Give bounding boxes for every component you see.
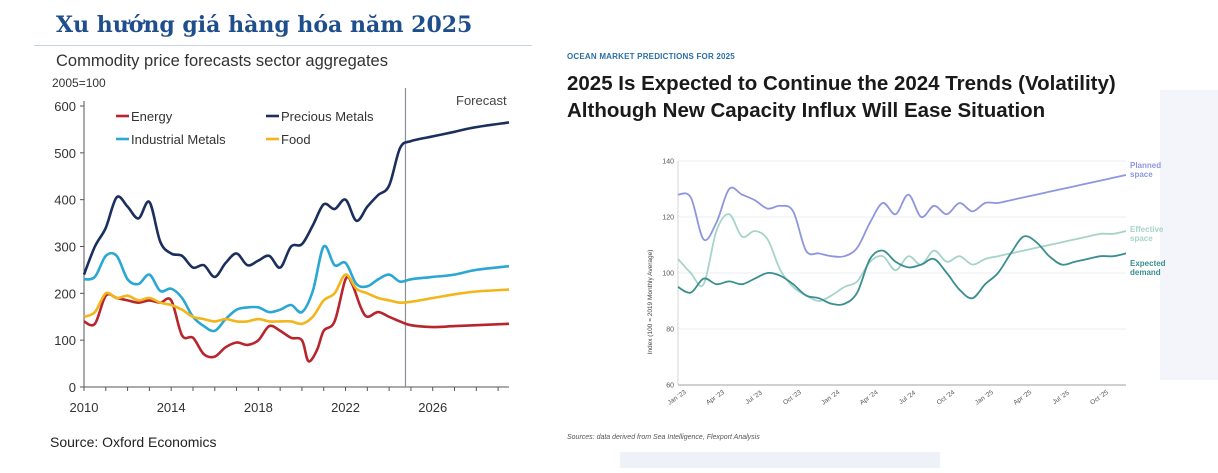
commodity-chart-panel: Commodity price forecasts sector aggrega…	[0, 46, 532, 468]
y-tick-label: 100	[54, 333, 76, 348]
legend-label-industrial-metals: Industrial Metals	[131, 132, 226, 147]
series-line-energy	[83, 275, 510, 363]
legend-label-precious-metals: Precious Metals	[281, 109, 374, 124]
y-tick-label: 140	[662, 159, 674, 166]
y-tick-label: 80	[666, 327, 674, 334]
left-source: Source: Oxford Economics	[50, 434, 217, 450]
x-tick-label: 2010	[70, 400, 99, 415]
right-y-axis-label: Index (100 = 2019 Monthly Average)	[647, 250, 654, 355]
y-tick-label: 300	[54, 240, 76, 255]
x-tick-label: Apr '25	[1012, 389, 1033, 407]
x-tick-label: 2022	[331, 400, 360, 415]
legend-label-line: space	[1130, 234, 1153, 243]
x-tick-label: Jul '25	[1052, 389, 1072, 406]
x-tick-label: Oct '23	[782, 389, 803, 407]
y-tick-label: 600	[54, 99, 76, 114]
x-tick-label: Jul '23	[744, 389, 764, 406]
page-title: Xu hướng giá hàng hóa năm 2025	[56, 12, 473, 38]
series-line-planned-space	[677, 174, 1127, 258]
background-stripe-bottom	[620, 452, 940, 468]
right-kicker: OCEAN MARKET PREDICTIONS FOR 2025	[567, 52, 735, 61]
series-line-effective-space	[677, 213, 1127, 302]
y-tick-label: 120	[662, 215, 674, 222]
legend-label-line: Effective	[1130, 225, 1164, 234]
chart-title: Commodity price forecasts sector aggrega…	[56, 52, 388, 70]
x-tick-label: Oct '25	[1089, 389, 1110, 407]
y-tick-label: 100	[662, 271, 674, 278]
y-tick-label: 200	[54, 286, 76, 301]
y-tick-label: 500	[54, 146, 76, 161]
x-tick-label: Apr '24	[859, 389, 880, 407]
y-tick-label: 400	[54, 193, 76, 208]
x-tick-label: Jan '24	[820, 389, 841, 407]
legend-label-line: demand	[1130, 268, 1161, 277]
y-tick-label: 60	[666, 383, 674, 390]
x-tick-label: Oct '24	[936, 389, 957, 407]
x-tick-label: 2014	[157, 400, 186, 415]
series-line-food	[83, 273, 510, 326]
legend-label-line: Planned	[1130, 161, 1161, 170]
x-tick-label: 2026	[418, 400, 447, 415]
commodity-chart: Commodity price forecasts sector aggrega…	[52, 52, 510, 415]
y-tick-label: 0	[69, 380, 76, 395]
title-divider	[34, 45, 532, 46]
series-line-expected-demand	[677, 235, 1127, 306]
legend-label-line: Expected	[1130, 259, 1166, 268]
x-tick-label: Apr '23	[705, 389, 726, 407]
ocean-chart-panel: Index (100 = 2019 Monthly Average) 60 80 1…	[548, 46, 1218, 468]
x-tick-label: Jan '25	[974, 389, 995, 407]
background-stripe-right	[1160, 90, 1218, 380]
legend-label-effective-space: Effective space	[1130, 225, 1164, 243]
series-line-industrial-metals	[83, 244, 510, 333]
x-tick-label: Jan '23	[667, 389, 688, 407]
legend-label-food: Food	[281, 132, 311, 147]
series-line-precious-metals	[82, 121, 510, 279]
x-tick-label: Jul '24	[898, 389, 918, 406]
ocean-chart: Index (100 = 2019 Monthly Average) 60 80 1…	[647, 159, 1166, 407]
forecast-annotation: Forecast	[456, 93, 507, 108]
legend-label-planned-space: Planned space	[1130, 161, 1161, 179]
right-chart-title: 2025 Is Expected to Continue the 2024 Tr…	[567, 72, 1116, 122]
x-tick-label: 2018	[244, 400, 273, 415]
legend-label-line: space	[1130, 170, 1153, 179]
legend-label-energy: Energy	[131, 109, 173, 124]
y-unit-label: 2005=100	[52, 76, 106, 90]
legend-label-expected-demand: Expected demand	[1130, 259, 1166, 277]
right-source: Sources: data derived from Sea Intellige…	[567, 434, 760, 441]
